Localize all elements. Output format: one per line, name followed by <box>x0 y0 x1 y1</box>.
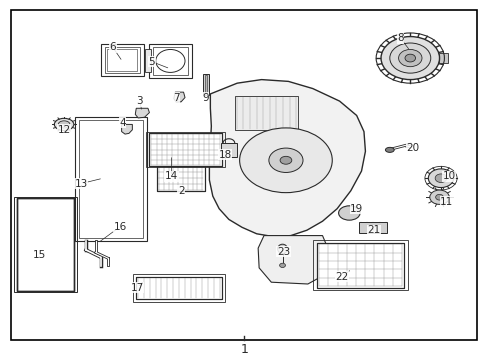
Ellipse shape <box>268 148 303 172</box>
Bar <box>136 277 221 299</box>
Text: 7: 7 <box>173 93 179 103</box>
Bar <box>313 240 407 290</box>
Text: 1: 1 <box>240 343 248 356</box>
Bar <box>157 166 204 191</box>
Polygon shape <box>258 235 331 284</box>
Bar <box>203 74 208 95</box>
Text: 17: 17 <box>130 283 143 293</box>
Bar <box>107 49 137 71</box>
Text: 20: 20 <box>406 143 418 153</box>
Bar <box>17 198 74 291</box>
Bar <box>204 75 207 93</box>
Text: 2: 2 <box>178 186 184 196</box>
Bar <box>221 143 236 157</box>
Text: 8: 8 <box>396 33 403 43</box>
Bar <box>358 222 386 233</box>
Text: 19: 19 <box>349 204 363 214</box>
Bar <box>101 44 143 76</box>
Text: 18: 18 <box>218 150 231 160</box>
Text: 10: 10 <box>442 171 455 181</box>
Bar <box>17 198 74 291</box>
Text: 16: 16 <box>113 222 126 231</box>
Ellipse shape <box>398 49 421 67</box>
Bar <box>149 134 221 166</box>
Ellipse shape <box>338 206 359 220</box>
Ellipse shape <box>389 43 430 73</box>
Ellipse shape <box>280 156 291 164</box>
Ellipse shape <box>429 190 448 204</box>
Ellipse shape <box>385 147 393 152</box>
Text: 3: 3 <box>136 96 142 106</box>
Text: 6: 6 <box>109 42 116 52</box>
Polygon shape <box>209 80 365 237</box>
Polygon shape <box>122 125 132 134</box>
Bar <box>316 243 404 288</box>
Ellipse shape <box>434 174 446 183</box>
Text: 23: 23 <box>276 247 289 257</box>
Text: 13: 13 <box>74 179 87 189</box>
Bar <box>136 277 221 299</box>
Text: 5: 5 <box>148 57 155 67</box>
Bar <box>14 197 77 292</box>
Text: 15: 15 <box>33 250 46 260</box>
Bar <box>234 96 298 130</box>
Bar <box>157 166 204 191</box>
Text: 4: 4 <box>119 118 125 128</box>
Bar <box>438 53 447 63</box>
Polygon shape <box>173 92 184 102</box>
Text: 12: 12 <box>58 125 71 135</box>
Text: 9: 9 <box>202 93 208 103</box>
Bar <box>316 243 404 288</box>
Bar <box>75 117 147 241</box>
Bar <box>133 274 224 302</box>
Ellipse shape <box>54 118 74 131</box>
Bar <box>144 49 151 72</box>
Polygon shape <box>135 108 149 118</box>
Bar <box>153 46 187 75</box>
Bar <box>79 120 143 238</box>
Ellipse shape <box>58 121 70 128</box>
Bar <box>149 134 221 166</box>
Bar <box>104 46 140 73</box>
Text: 14: 14 <box>164 171 178 181</box>
Bar <box>341 210 356 217</box>
Ellipse shape <box>239 128 331 193</box>
Ellipse shape <box>404 54 415 62</box>
Ellipse shape <box>435 194 443 200</box>
Text: 11: 11 <box>439 197 452 207</box>
Bar <box>149 44 192 78</box>
Bar <box>145 132 225 167</box>
Text: 22: 22 <box>335 272 348 282</box>
Ellipse shape <box>380 37 439 80</box>
Ellipse shape <box>277 244 287 253</box>
Text: 21: 21 <box>366 225 380 235</box>
Ellipse shape <box>427 169 453 188</box>
Ellipse shape <box>279 263 285 267</box>
